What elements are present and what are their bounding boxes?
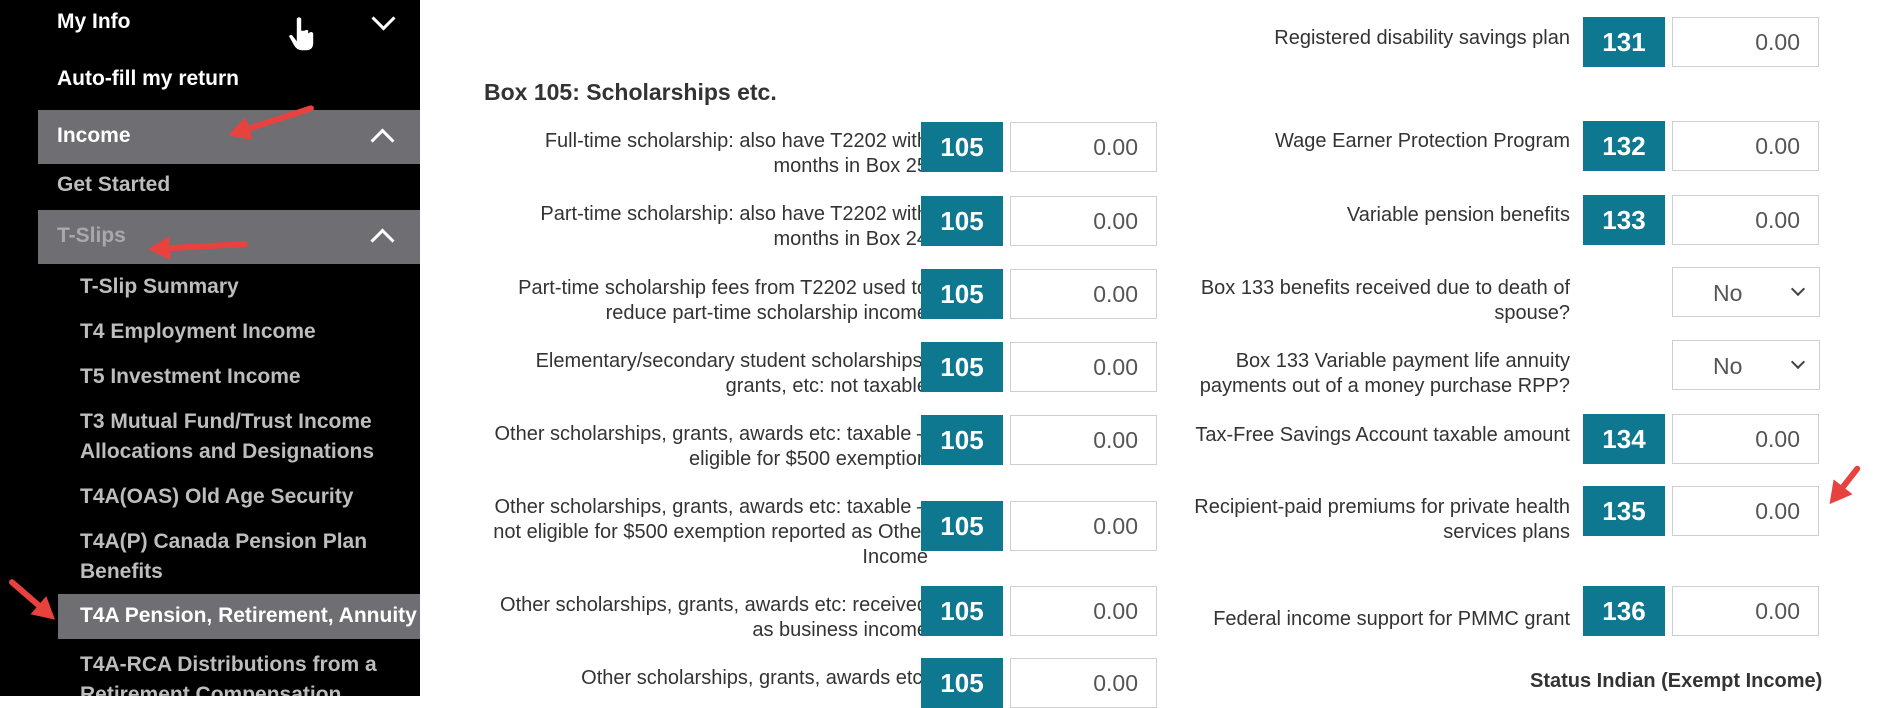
nav-t-slip-summary[interactable]: T-Slip Summary: [80, 275, 239, 298]
row-label: Tax-Free Savings Account taxable amount: [1195, 424, 1570, 446]
amount-input[interactable]: 0.00: [1672, 195, 1819, 245]
nav-t4-employment[interactable]: T4 Employment Income: [80, 320, 316, 343]
row-label: Elementary/secondary student scholarship…: [535, 350, 928, 397]
amount-input[interactable]: 0.00: [1010, 501, 1157, 551]
amount-input[interactable]: 0.00: [1672, 586, 1819, 636]
section-title: Box 105: Scholarships etc.: [484, 79, 777, 105]
nav-t-slips-label: T-Slips: [57, 224, 126, 247]
amount-input[interactable]: 0.00: [1010, 342, 1157, 392]
row-label: Variable pension benefits: [1346, 204, 1570, 226]
nav-t4a-oas[interactable]: T4A(OAS) Old Age Security: [80, 485, 354, 508]
death-of-spouse-select[interactable]: No: [1672, 267, 1820, 317]
sidebar: My Info Auto-fill my return Income Get S…: [0, 0, 420, 696]
box-badge: 133: [1583, 195, 1665, 245]
chevron-up-icon[interactable]: [370, 128, 395, 153]
box-badge: 105: [921, 342, 1003, 392]
amount-input[interactable]: 0.00: [1672, 121, 1819, 171]
row-label: Federal income support for PMMC grant: [1213, 608, 1570, 630]
nav-t5-investment[interactable]: T5 Investment Income: [80, 365, 301, 388]
amount-input[interactable]: 0.00: [1010, 658, 1157, 708]
box-badge: 132: [1583, 121, 1665, 171]
chevron-down-icon[interactable]: [371, 6, 396, 31]
row-label: Recipient-paid premiums for private heal…: [1194, 496, 1570, 543]
select-value: No: [1713, 280, 1743, 306]
annotation-arrow: [1829, 464, 1862, 503]
row-label: Other scholarships, grants, awards etc: …: [494, 423, 928, 470]
row-label: Full-time scholarship: also have T2202 w…: [544, 130, 928, 177]
box-badge: 134: [1583, 414, 1665, 464]
chevron-down-icon: [1790, 281, 1806, 297]
hand-cursor-icon: [287, 15, 315, 52]
amount-input[interactable]: 0.00: [1010, 122, 1157, 172]
nav-t4a-pension-label: T4A Pension, Retirement, Annuity: [80, 604, 417, 627]
row-label: Box 133 Variable payment life annuity pa…: [1199, 350, 1570, 397]
nav-t4a-p[interactable]: T4A(P) Canada Pension Plan Benefits: [80, 530, 368, 583]
row-label: Other scholarships, grants, awards etc: …: [500, 594, 928, 641]
box-badge: 105: [921, 586, 1003, 636]
box-badge: 105: [921, 658, 1003, 708]
amount-input[interactable]: 0.00: [1010, 586, 1157, 636]
box-badge: 105: [921, 196, 1003, 246]
box-badge: 105: [921, 501, 1003, 551]
nav-auto-fill[interactable]: Auto-fill my return: [57, 67, 239, 90]
box-badge: 136: [1583, 586, 1665, 636]
nav-t-slips[interactable]: T-Slips: [38, 210, 420, 264]
row-label: Box 133 benefits received due to death o…: [1200, 277, 1570, 324]
box-badge: 131: [1583, 17, 1665, 67]
nav-t4a-rca[interactable]: T4A-RCA Distributions from a Retirement …: [80, 653, 377, 696]
money-purchase-rpp-select[interactable]: No: [1672, 340, 1820, 390]
nav-t4a-pension-active[interactable]: T4A Pension, Retirement, Annuity: [58, 594, 420, 639]
nav-get-started[interactable]: Get Started: [57, 173, 171, 196]
amount-input[interactable]: 0.00: [1672, 486, 1819, 536]
box-badge: 105: [921, 122, 1003, 172]
box-badge: 105: [921, 269, 1003, 319]
box-badge: 135: [1583, 486, 1665, 536]
row-label: Other scholarships, grants, awards etc:: [581, 667, 928, 689]
amount-input[interactable]: 0.00: [1672, 17, 1819, 67]
nav-income-label: Income: [57, 124, 131, 147]
row-label: Registered disability savings plan: [1274, 27, 1570, 49]
box-badge: 105: [921, 415, 1003, 465]
nav-t3-mutual-fund[interactable]: T3 Mutual Fund/Trust Income Allocations …: [80, 410, 375, 463]
row-label: Part-time scholarship: also have T2202 w…: [540, 203, 928, 250]
amount-input[interactable]: 0.00: [1672, 414, 1819, 464]
row-label: Wage Earner Protection Program: [1275, 130, 1570, 152]
nav-my-info[interactable]: My Info: [57, 10, 131, 33]
row-label: Part-time scholarship fees from T2202 us…: [518, 277, 928, 324]
main-content: Box 105: Scholarships etc. Full-time sch…: [420, 0, 1887, 708]
chevron-up-icon[interactable]: [370, 228, 395, 253]
amount-input[interactable]: 0.00: [1010, 415, 1157, 465]
annotation-arrow: [7, 577, 54, 620]
row-label: Other scholarships, grants, awards etc: …: [493, 496, 928, 568]
status-indian-heading: Status Indian (Exempt Income): [1530, 670, 1823, 692]
amount-input[interactable]: 0.00: [1010, 196, 1157, 246]
amount-input[interactable]: 0.00: [1010, 269, 1157, 319]
chevron-down-icon: [1790, 354, 1806, 370]
select-value: No: [1713, 353, 1743, 379]
